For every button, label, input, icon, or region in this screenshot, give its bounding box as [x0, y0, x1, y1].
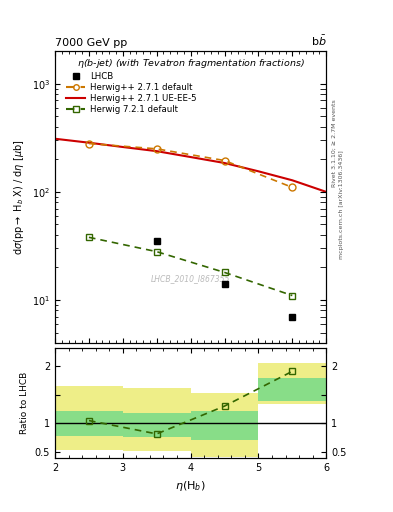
- X-axis label: $\eta$(H$_b$): $\eta$(H$_b$): [175, 479, 206, 493]
- Text: 7000 GeV pp: 7000 GeV pp: [55, 38, 127, 48]
- Y-axis label: d$\sigma$(pp$\rightarrow$ H$_b$ X) / d$\eta$ [$\mu$b]: d$\sigma$(pp$\rightarrow$ H$_b$ X) / d$\…: [12, 139, 26, 255]
- Text: LHCB_2010_I867355: LHCB_2010_I867355: [151, 274, 230, 283]
- Text: mcplots.cern.ch [arXiv:1306.3436]: mcplots.cern.ch [arXiv:1306.3436]: [339, 151, 344, 259]
- Text: Rivet 3.1.10; ≥ 2.7M events: Rivet 3.1.10; ≥ 2.7M events: [332, 99, 337, 187]
- Text: b$\bar{b}$: b$\bar{b}$: [310, 33, 326, 48]
- Text: $\eta$(b-jet) (with Tevatron fragmentation fractions): $\eta$(b-jet) (with Tevatron fragmentati…: [77, 57, 305, 70]
- Legend: LHCB, Herwig++ 2.7.1 default, Herwig++ 2.7.1 UE-EE-5, Herwig 7.2.1 default: LHCB, Herwig++ 2.7.1 default, Herwig++ 2…: [65, 70, 198, 116]
- Y-axis label: Ratio to LHCB: Ratio to LHCB: [20, 372, 29, 434]
